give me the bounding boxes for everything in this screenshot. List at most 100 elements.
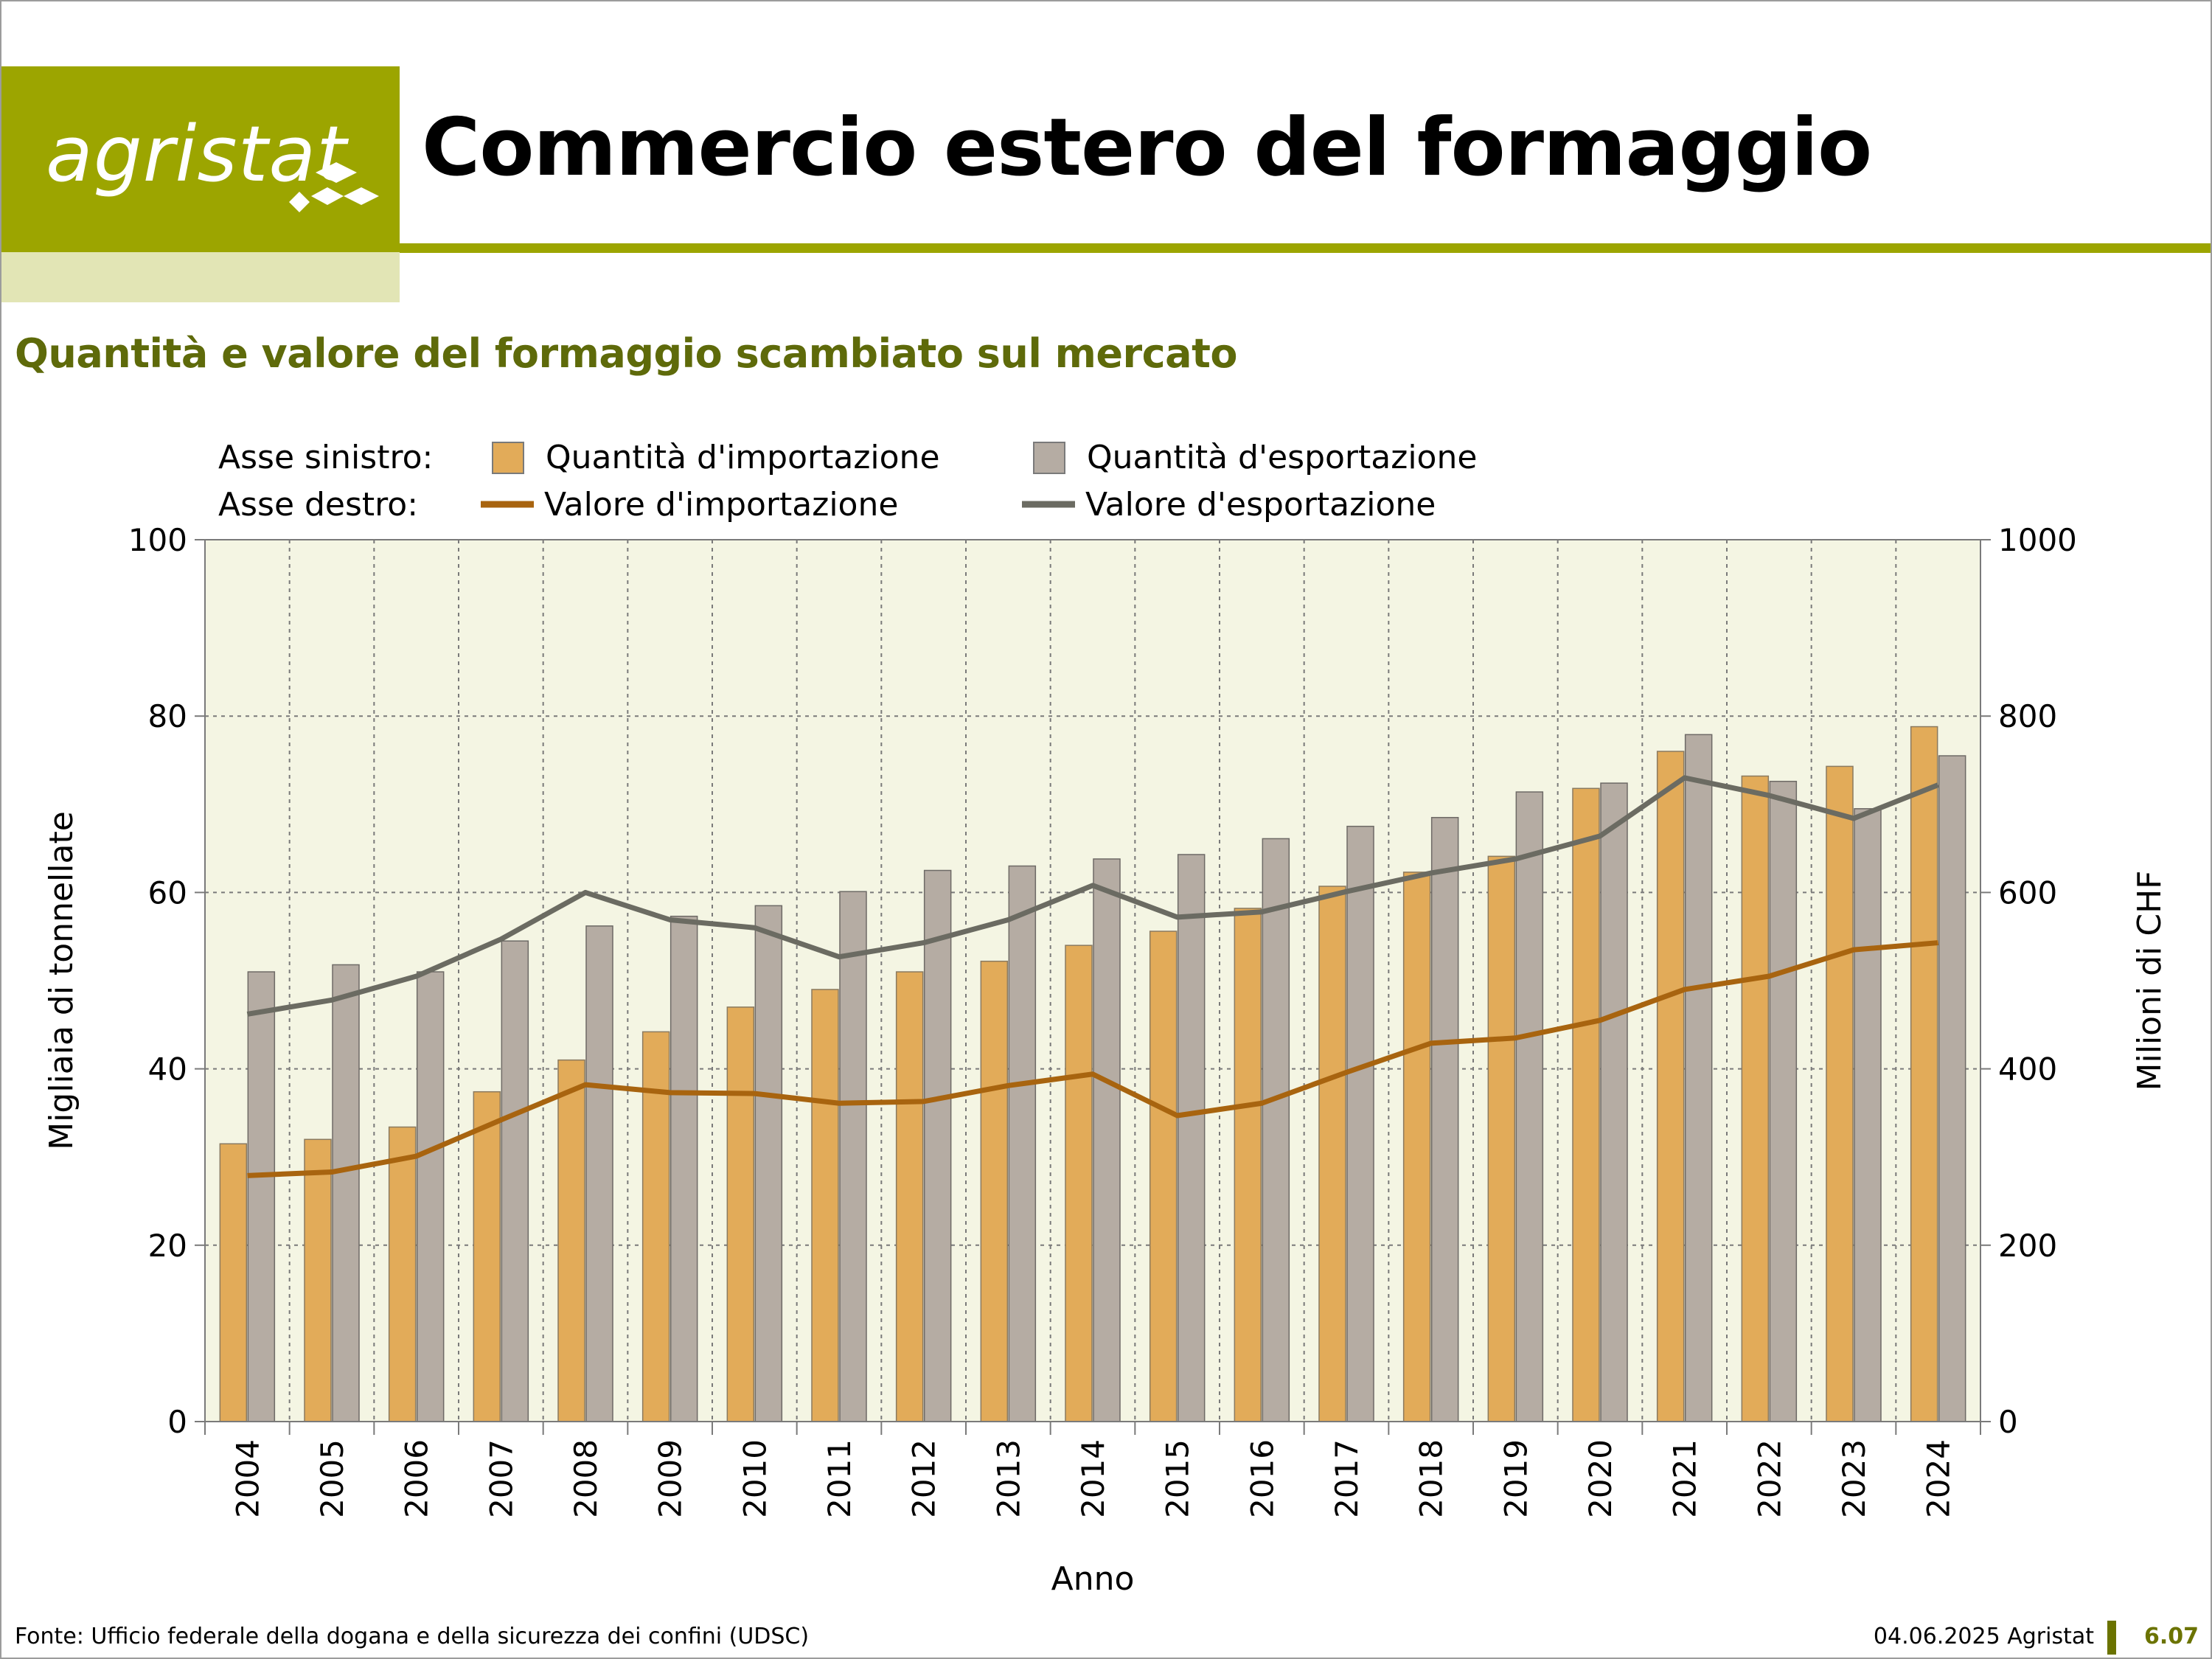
- bar-import-2009: [641, 1031, 670, 1422]
- y-tick-label-left: 20: [148, 1228, 187, 1264]
- x-tick-label: 2008: [568, 1439, 604, 1518]
- x-tick-label: 2009: [653, 1439, 689, 1518]
- logo-accent-strip: [1, 252, 400, 302]
- agristat-logo-mark-icon: [289, 162, 379, 212]
- bar-export-2014: [1093, 858, 1121, 1422]
- x-tick-label: 2019: [1498, 1439, 1534, 1518]
- bar-import-2008: [557, 1059, 585, 1422]
- bar-export-2022: [1769, 780, 1798, 1422]
- legend-right-axis-label: Asse destro:: [218, 486, 418, 524]
- bar-import-2021: [1656, 751, 1685, 1422]
- bar-import-2015: [1149, 931, 1178, 1422]
- y-tick-label-left: 60: [148, 874, 187, 911]
- legend-left-axis-label: Asse sinistro:: [218, 439, 433, 476]
- y-tick-label-left: 40: [148, 1051, 187, 1088]
- bar-import-2020: [1572, 787, 1600, 1422]
- x-tick-label: 2012: [906, 1439, 942, 1518]
- x-tick-label: 2020: [1582, 1439, 1618, 1518]
- plot-area: [205, 540, 1980, 1422]
- footer-date: 04.06.2025 Agristat: [1873, 1624, 2094, 1649]
- bar-export-2016: [1262, 838, 1290, 1422]
- page-number: 6.07: [2144, 1624, 2199, 1649]
- x-axis-title: Anno: [1051, 1560, 1135, 1598]
- bar-export-2024: [1938, 755, 1966, 1422]
- bar-import-2006: [388, 1126, 417, 1422]
- bar-import-2005: [304, 1138, 332, 1422]
- y-axis-title-left: Migliaia di tonnellate: [43, 811, 80, 1150]
- x-tick-label: 2005: [314, 1439, 350, 1518]
- bar-export-2009: [669, 915, 698, 1422]
- bar-export-2007: [501, 940, 529, 1422]
- y-tick-label-left: 80: [148, 698, 187, 734]
- x-tick-label: 2006: [399, 1439, 435, 1518]
- y-tick-label-left: 100: [128, 522, 187, 558]
- bar-import-2007: [473, 1091, 501, 1422]
- y-tick-label-left: 0: [167, 1404, 187, 1440]
- legend-label-1: Quantità d'esportazione: [1087, 439, 1477, 476]
- legend-swatch-1: [1033, 442, 1065, 474]
- line-export-value: [246, 775, 1939, 1017]
- y-tick-label-right: 600: [1998, 874, 2057, 911]
- footer-source: Fonte: Ufficio federale della dogana e d…: [15, 1624, 810, 1649]
- bar-export-2017: [1346, 825, 1374, 1422]
- x-tick-label: 2011: [821, 1439, 858, 1518]
- bar-export-2012: [923, 869, 952, 1422]
- bar-import-2013: [980, 960, 1009, 1422]
- x-tick-label: 2018: [1413, 1439, 1450, 1518]
- bar-import-2011: [811, 989, 839, 1422]
- y-tick-label-right: 200: [1998, 1228, 2057, 1264]
- bar-export-2004: [247, 971, 276, 1422]
- legend-label-3: Valore d'esportazione: [1085, 486, 1436, 524]
- x-tick-label: 2013: [990, 1439, 1026, 1518]
- x-tick-label: 2007: [483, 1439, 519, 1518]
- chart-subtitle: Quantità e valore del formaggio scambiat…: [15, 330, 1238, 377]
- bar-export-2011: [839, 891, 867, 1422]
- bar-export-2015: [1177, 854, 1206, 1422]
- footer-divider: [2107, 1621, 2116, 1655]
- bar-import-2018: [1402, 872, 1431, 1422]
- x-tick-label: 2017: [1329, 1439, 1365, 1518]
- bar-export-2008: [585, 925, 613, 1422]
- page-title: Commercio estero del formaggio: [422, 102, 1872, 194]
- y-tick-label-right: 0: [1998, 1404, 2018, 1440]
- bar-import-2019: [1487, 855, 1516, 1422]
- x-tick-label: 2022: [1751, 1439, 1787, 1518]
- agristat-logo: agristat: [46, 109, 347, 199]
- bar-export-2010: [754, 905, 783, 1422]
- bar-export-2013: [1008, 865, 1037, 1422]
- bar-import-2016: [1234, 908, 1262, 1422]
- bar-import-2022: [1741, 775, 1770, 1422]
- bar-import-2024: [1910, 726, 1938, 1422]
- bar-export-2020: [1600, 782, 1628, 1422]
- logo-block: [1, 66, 400, 252]
- legend-swatch-0: [492, 442, 524, 474]
- x-tick-label: 2021: [1667, 1439, 1703, 1518]
- x-tick-label: 2014: [1075, 1439, 1111, 1518]
- bar-export-2021: [1684, 734, 1713, 1422]
- x-tick-label: 2004: [229, 1439, 265, 1518]
- bar-import-2017: [1318, 886, 1346, 1422]
- x-tick-label: 2010: [737, 1439, 773, 1518]
- y-tick-label-right: 400: [1998, 1051, 2057, 1088]
- y-tick-label-right: 800: [1998, 698, 2057, 734]
- bar-import-2014: [1065, 945, 1093, 1422]
- x-tick-label: 2015: [1160, 1439, 1196, 1518]
- y-tick-label-right: 1000: [1998, 522, 2077, 558]
- legend-label-2: Valore d'importazione: [544, 486, 898, 524]
- legend-label-0: Quantità d'importazione: [546, 439, 940, 476]
- x-tick-label: 2024: [1921, 1439, 1957, 1518]
- bar-import-2023: [1826, 765, 1854, 1422]
- x-tick-label: 2016: [1244, 1439, 1280, 1518]
- bar-export-2006: [416, 971, 445, 1422]
- bar-export-2005: [332, 964, 360, 1422]
- bar-export-2023: [1854, 808, 1882, 1422]
- bar-export-2019: [1515, 791, 1544, 1422]
- bar-import-2012: [895, 971, 924, 1422]
- x-tick-label: 2023: [1836, 1439, 1872, 1518]
- bar-export-2018: [1430, 816, 1459, 1422]
- bar-import-2010: [726, 1006, 755, 1422]
- title-underline: [400, 243, 2211, 253]
- line-import-value: [247, 940, 1938, 1178]
